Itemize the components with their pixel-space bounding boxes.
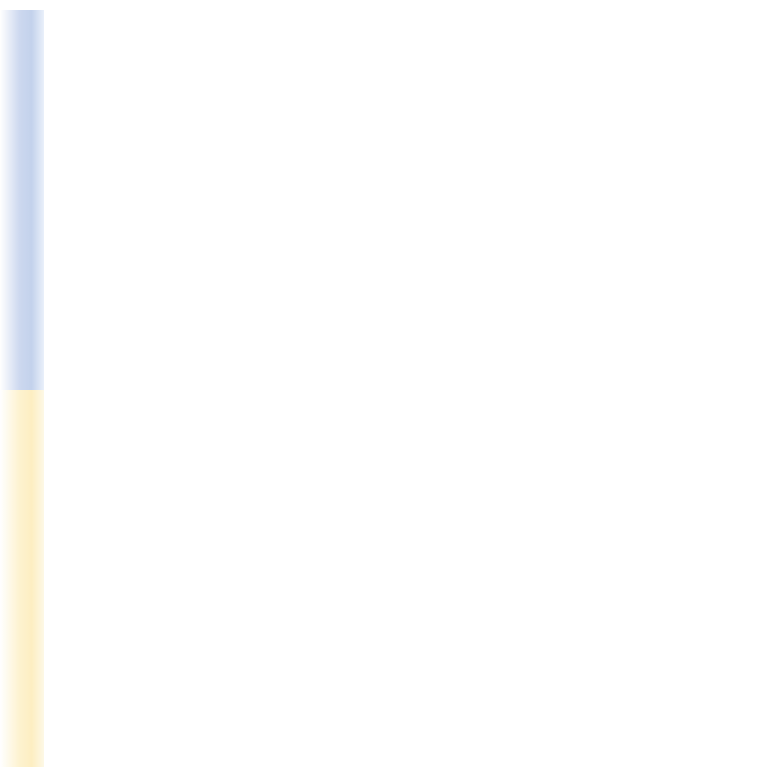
sidebar-band-mos2 xyxy=(0,390,44,767)
material-sidebar xyxy=(0,10,44,767)
sidebar-band-wse2 xyxy=(0,10,44,390)
